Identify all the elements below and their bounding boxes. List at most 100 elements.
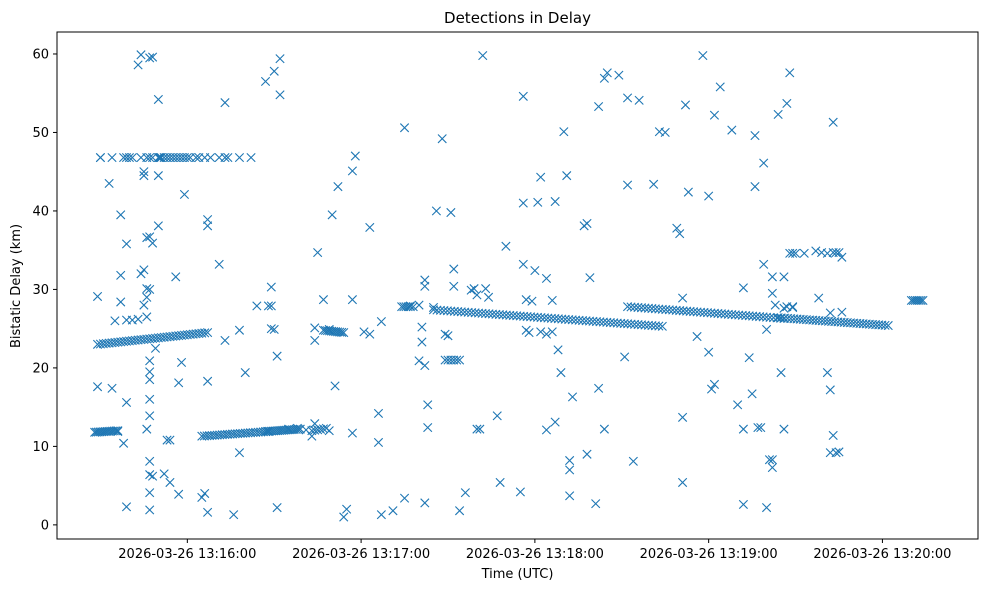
data-point: [473, 308, 484, 318]
data-point: [491, 309, 501, 319]
data-point: [759, 158, 769, 168]
data-point: [619, 318, 629, 329]
data-point: [203, 328, 213, 338]
data-point: [539, 313, 550, 323]
data-point: [837, 307, 847, 317]
data-point: [405, 301, 415, 311]
data-point: [452, 355, 462, 365]
data-point: [481, 284, 491, 294]
data-point: [675, 306, 685, 316]
data-point: [560, 314, 570, 324]
data-point: [598, 317, 608, 327]
data-point: [550, 313, 560, 324]
y-axis-ticks: 0 10 20 30 40 50 60: [32, 47, 57, 533]
data-point: [776, 368, 786, 378]
data-point: [755, 312, 765, 322]
data-point: [203, 507, 213, 517]
data-point: [109, 426, 119, 436]
data-point: [723, 309, 733, 319]
data-point: [252, 301, 262, 311]
data-point: [682, 306, 692, 316]
data-point: [139, 300, 149, 310]
data-point: [828, 430, 838, 440]
data-point: [460, 307, 470, 317]
data-point: [223, 152, 233, 163]
data-point: [581, 316, 591, 326]
data-point: [501, 310, 511, 320]
data-point: [469, 284, 479, 294]
data-point: [602, 317, 612, 327]
data-point: [761, 324, 772, 335]
data-point: [530, 265, 540, 276]
data-point: [543, 313, 553, 323]
data-point: [449, 281, 459, 291]
data-point: [559, 127, 569, 137]
data-point: [546, 313, 556, 323]
data-point: [605, 317, 615, 328]
data-point: [153, 171, 163, 181]
data-point: [799, 248, 809, 258]
data-point: [748, 311, 758, 321]
data-point: [359, 327, 369, 337]
data-point: [203, 214, 213, 225]
data-point: [113, 426, 123, 436]
data-point: [622, 180, 633, 190]
data-point: [522, 311, 532, 322]
data-point: [205, 152, 216, 163]
data-point: [649, 179, 659, 189]
data-point: [918, 295, 928, 306]
data-point: [272, 503, 282, 513]
data-point: [339, 328, 349, 338]
data-point: [284, 424, 294, 434]
data-point: [750, 182, 760, 192]
data-point: [565, 465, 575, 475]
data-point: [730, 310, 740, 320]
data-point: [467, 307, 477, 318]
data-point: [692, 307, 702, 317]
data-point: [737, 310, 747, 320]
data-point: [145, 232, 155, 242]
data-point: [738, 424, 748, 434]
data-point: [443, 331, 453, 341]
data-point: [599, 73, 609, 83]
data-point: [399, 493, 410, 503]
data-point: [127, 152, 137, 163]
data-point: [602, 68, 612, 78]
data-point: [272, 351, 282, 361]
data-point: [614, 70, 624, 80]
data-point: [828, 117, 838, 127]
data-point: [139, 171, 149, 181]
data-point: [588, 316, 598, 326]
data-point: [463, 307, 473, 317]
data-point: [767, 462, 777, 473]
data-point: [165, 477, 175, 488]
data-point: [650, 304, 660, 314]
data-point: [773, 109, 783, 119]
data-point: [764, 455, 775, 465]
data-point: [162, 435, 172, 445]
x-axis-ticks: 2026-03-26 13:16:00 2026-03-26 13:17:00 20…: [118, 539, 951, 562]
data-point: [505, 310, 515, 320]
data-point: [495, 477, 505, 488]
data-point: [790, 248, 801, 258]
data-point: [460, 488, 470, 498]
data-point: [234, 448, 245, 458]
data-point: [269, 66, 279, 76]
data-point: [594, 383, 604, 393]
data-point: [240, 368, 250, 378]
data-point: [220, 98, 230, 108]
data-point: [116, 297, 126, 307]
data-point: [515, 487, 525, 497]
data-point: [310, 419, 320, 429]
data-point: [453, 306, 463, 317]
data-point: [811, 246, 821, 256]
data-point: [626, 302, 636, 312]
data-point: [738, 499, 748, 510]
data-point: [772, 313, 782, 323]
data-point: [657, 304, 667, 314]
data-point: [565, 455, 575, 466]
data-point: [234, 325, 245, 335]
data-point: [767, 272, 777, 282]
data-point: [176, 357, 187, 368]
